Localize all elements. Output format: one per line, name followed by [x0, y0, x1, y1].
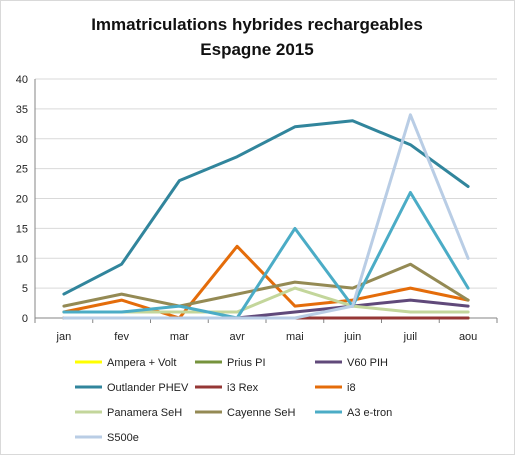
- y-tick-label: 30: [16, 134, 28, 146]
- x-tick-label: mar: [170, 331, 189, 343]
- legend-label: Cayenne SeH: [227, 407, 296, 419]
- legend: Ampera + Volt Prius PI V60 PIH Outlander PH…: [75, 357, 392, 444]
- x-tick-label: aou: [459, 331, 477, 343]
- y-tick-label: 25: [16, 164, 28, 176]
- x-tick-label: juin: [343, 331, 361, 343]
- legend-label: Outlander PHEV: [107, 382, 189, 394]
- legend-label: A3 e-tron: [347, 407, 392, 419]
- y-tick-label: 0: [22, 313, 28, 325]
- legend-label: Prius PI: [227, 357, 266, 369]
- gridlines: [35, 78, 497, 289]
- chart-subtitle: Espagne 2015: [200, 40, 313, 59]
- series-line: [62, 113, 470, 320]
- series-line: [62, 191, 470, 320]
- x-tick-label: jan: [56, 331, 72, 343]
- legend-label: Ampera + Volt: [107, 357, 176, 369]
- legend-label: S500e: [107, 432, 139, 444]
- series-line: [62, 262, 470, 308]
- series-line: [62, 119, 470, 296]
- x-tick-label: juil: [403, 331, 417, 343]
- x-tick-label: avr: [229, 331, 245, 343]
- y-tick-label: 15: [16, 223, 28, 235]
- x-tick-label: mai: [286, 331, 304, 343]
- y-tick-label: 10: [16, 253, 28, 265]
- y-tick-label: 40: [16, 74, 28, 86]
- x-tick-label: fev: [114, 331, 129, 343]
- y-tick-label: 5: [22, 283, 28, 295]
- legend-label: i3 Rex: [227, 382, 259, 394]
- chart-title: Immatriculations hybrides rechargeables: [91, 15, 423, 34]
- legend-label: i8: [347, 382, 356, 394]
- y-tick-label: 20: [16, 194, 28, 206]
- y-tick-label: 35: [16, 104, 28, 116]
- series-line: [62, 244, 470, 320]
- legend-label: Panamera SeH: [107, 407, 182, 419]
- series-line: [62, 298, 470, 320]
- legend-label: V60 PIH: [347, 357, 388, 369]
- series-lines: [62, 113, 470, 320]
